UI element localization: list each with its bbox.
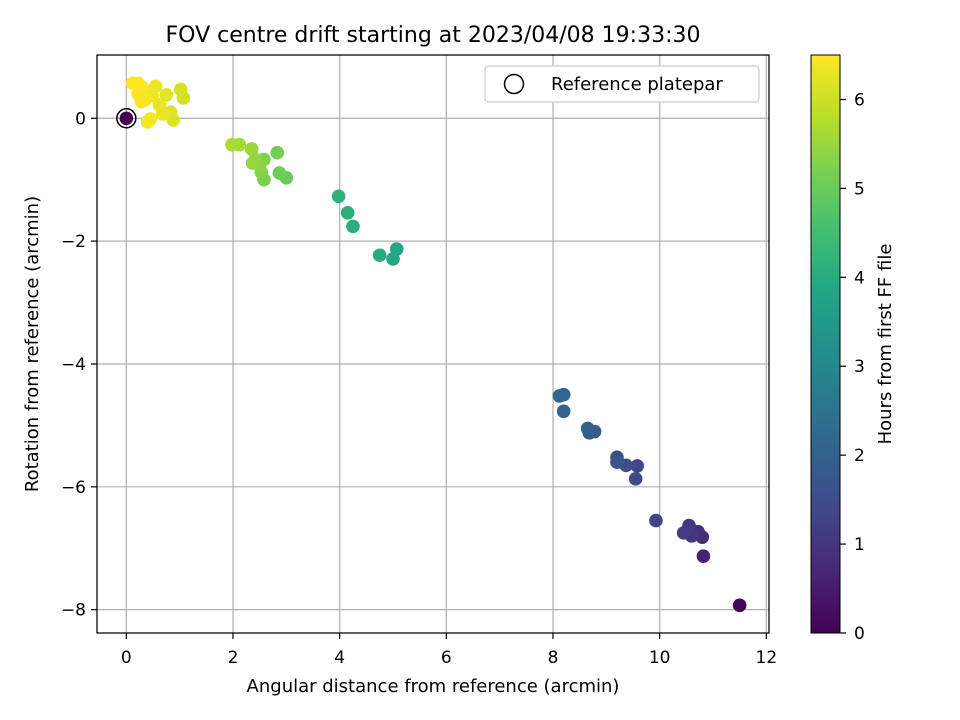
colorbar-ticks: 0 1 2 3 4 5 6 [840, 90, 865, 644]
y-tick-label: −6 [61, 478, 86, 498]
colorbar-tick-label: 5 [854, 179, 865, 199]
data-point [340, 206, 355, 220]
chart-title: FOV centre drift starting at 2023/04/08 … [166, 23, 701, 48]
colorbar-tick-label: 0 [854, 624, 865, 644]
y-tick-label: 0 [75, 109, 86, 129]
reference-platepar-marker [116, 108, 137, 129]
data-point [346, 219, 360, 234]
data-point [630, 459, 645, 473]
colorbar-tick-label: 3 [854, 357, 865, 377]
data-point [331, 189, 346, 204]
data-point [131, 86, 145, 101]
colorbar: 0 1 2 3 4 5 6 Hours from first FF file [810, 54, 896, 644]
colorbar-gradient [810, 54, 841, 634]
y-axis-label: Rotation from reference (arcmin) [22, 196, 43, 492]
colorbar-tick-label: 2 [854, 446, 865, 466]
x-tick-label: 0 [121, 648, 132, 668]
reference-marker [116, 108, 137, 129]
plot-frame [96, 54, 770, 634]
data-point [386, 252, 400, 266]
data-point [159, 88, 174, 102]
y-ticks: 0 −2 −4 −6 −8 [61, 109, 97, 621]
x-ticks: 0 2 4 6 8 10 12 [121, 633, 777, 668]
data-point [245, 156, 260, 170]
x-tick-label: 4 [334, 648, 345, 668]
colorbar-tick-label: 6 [854, 90, 865, 110]
y-tick-label: −4 [61, 355, 86, 375]
data-point [552, 389, 567, 403]
x-tick-label: 12 [756, 648, 778, 668]
data-point [610, 455, 624, 470]
colorbar-tick-label: 4 [854, 268, 865, 288]
x-tick-label: 10 [649, 648, 671, 668]
data-point [556, 404, 571, 419]
legend-reference-marker [503, 73, 525, 95]
data-point [125, 76, 140, 91]
data-point [732, 598, 747, 613]
data-point [140, 115, 155, 129]
data-point [173, 82, 188, 97]
colorbar-tick-label: 1 [854, 535, 865, 555]
data-point [580, 421, 595, 436]
data-point [628, 472, 643, 486]
data-point [119, 111, 134, 126]
data-point [649, 513, 663, 528]
grid-lines [97, 55, 769, 633]
data-point [244, 142, 259, 156]
x-axis-label: Angular distance from reference (arcmin) [247, 676, 620, 697]
data-point [152, 97, 167, 112]
data-point [696, 549, 711, 564]
scatter-points [119, 76, 747, 613]
x-tick-label: 2 [228, 648, 239, 668]
y-tick-label: −8 [61, 601, 86, 621]
data-point [676, 526, 691, 540]
x-tick-label: 8 [548, 648, 559, 668]
legend-reference-label: Reference platepar [551, 74, 723, 95]
data-point [372, 248, 387, 263]
colorbar-label: Hours from first FF file [875, 244, 896, 445]
data-point [270, 145, 285, 160]
legend: Reference platepar [484, 65, 760, 103]
legend-box [484, 65, 760, 103]
x-tick-label: 6 [441, 648, 452, 668]
data-point [225, 137, 239, 152]
y-tick-label: −2 [61, 232, 86, 252]
data-point [272, 166, 287, 180]
